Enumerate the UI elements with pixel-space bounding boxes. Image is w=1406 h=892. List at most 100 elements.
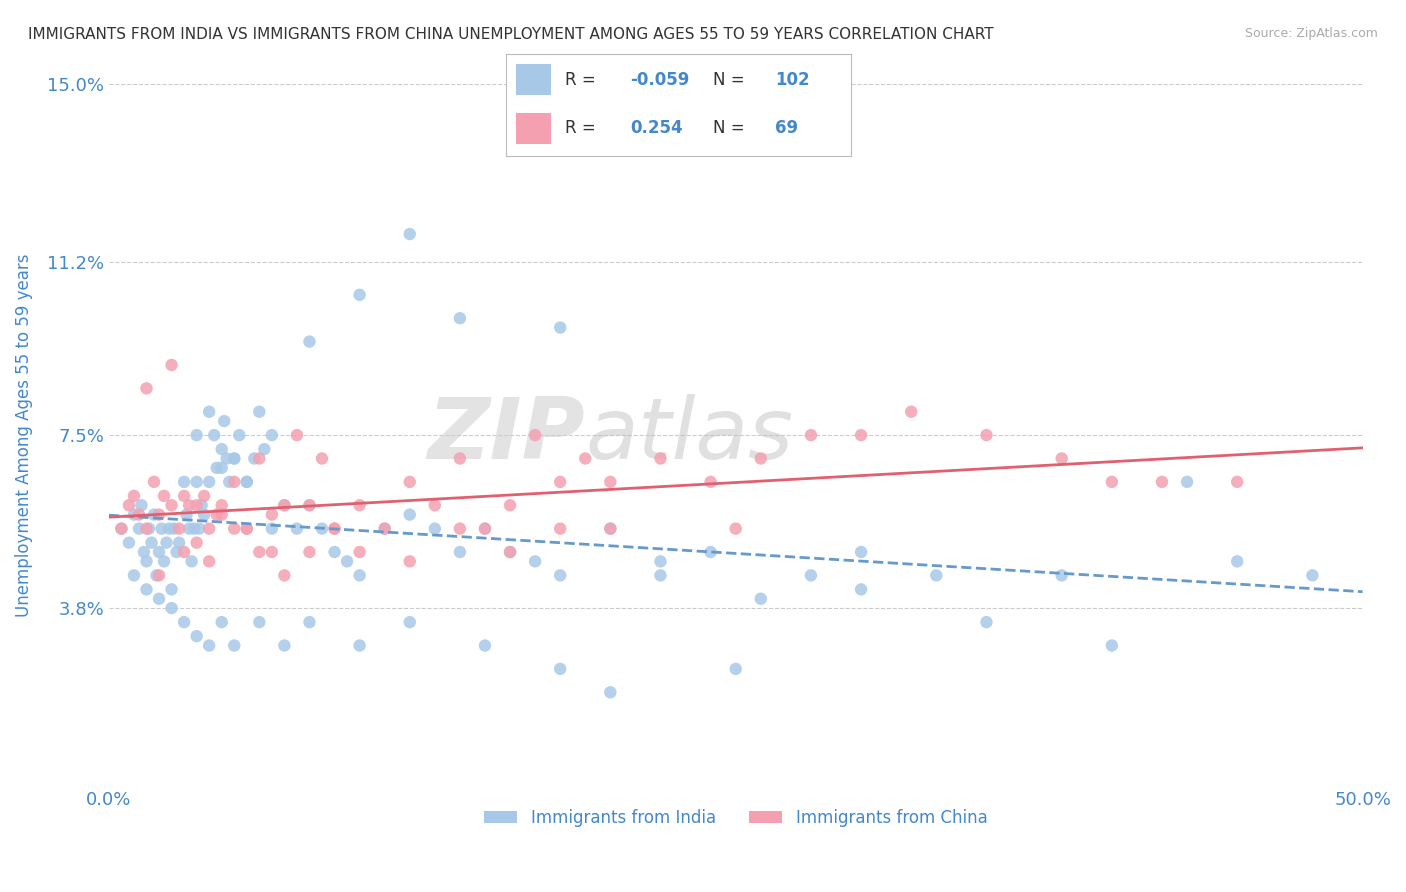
Point (273, 498, 295, 512)
Point (336, 554, 359, 568)
Point (398, 475, 420, 489)
Point (131, 498, 153, 512)
Point (976, 615, 998, 629)
Point (449, 451, 471, 466)
Point (135, 381, 157, 395)
Text: N =: N = (713, 120, 749, 137)
Point (749, 451, 772, 466)
Point (173, 489, 195, 503)
Point (198, 554, 221, 568)
Text: IMMIGRANTS FROM INDIA VS IMMIGRANTS FROM CHINA UNEMPLOYMENT AMONG AGES 55 TO 59 : IMMIGRANTS FROM INDIA VS IMMIGRANTS FROM… (28, 27, 994, 42)
Point (349, 498, 371, 512)
Point (900, 405, 922, 419)
Point (198, 522, 221, 536)
Point (160, 358, 183, 372)
Point (298, 498, 321, 512)
Point (548, 320, 571, 334)
Point (311, 522, 333, 536)
Point (1101, 475, 1123, 489)
Point (198, 475, 221, 489)
Point (650, 451, 672, 466)
Point (298, 615, 321, 629)
Point (1050, 451, 1073, 466)
Point (228, 428, 250, 442)
Point (176, 508, 198, 522)
Point (160, 582, 183, 597)
Point (260, 508, 283, 522)
Point (128, 522, 150, 536)
Point (800, 428, 823, 442)
Point (524, 554, 547, 568)
Point (193, 489, 215, 503)
Point (349, 545, 371, 559)
Point (148, 591, 170, 606)
Text: 69: 69 (775, 120, 799, 137)
Point (110, 522, 132, 536)
Point (849, 545, 872, 559)
Point (273, 639, 295, 653)
Point (548, 662, 571, 676)
Point (166, 545, 188, 559)
Point (925, 568, 948, 582)
Point (247, 615, 270, 629)
Point (132, 545, 155, 559)
Point (118, 535, 141, 549)
Point (186, 475, 208, 489)
Point (323, 545, 346, 559)
Point (548, 568, 571, 582)
Point (135, 582, 157, 597)
Point (153, 489, 176, 503)
Point (218, 475, 240, 489)
Point (141, 535, 163, 549)
Point (323, 522, 346, 536)
Point (211, 615, 233, 629)
Point (202, 428, 225, 442)
Point (243, 451, 266, 466)
Text: 102: 102 (775, 71, 810, 89)
Point (253, 442, 276, 457)
Point (285, 428, 308, 442)
Point (285, 522, 308, 536)
Point (298, 545, 321, 559)
Point (173, 475, 195, 489)
Point (215, 451, 238, 466)
Point (135, 554, 157, 568)
Text: ZIP: ZIP (427, 393, 585, 476)
Point (179, 522, 201, 536)
Point (190, 498, 212, 512)
Point (122, 568, 145, 582)
Point (122, 508, 145, 522)
Point (548, 522, 571, 536)
Point (1226, 554, 1249, 568)
Point (247, 405, 270, 419)
Point (374, 522, 396, 536)
Point (236, 475, 259, 489)
Point (599, 475, 621, 489)
Point (650, 568, 672, 582)
Text: atlas: atlas (585, 393, 793, 476)
Point (650, 554, 672, 568)
Point (398, 615, 420, 629)
Point (153, 554, 176, 568)
Point (211, 460, 233, 475)
Point (160, 601, 183, 615)
Point (188, 522, 211, 536)
Point (167, 535, 190, 549)
Point (298, 498, 321, 512)
Point (449, 311, 471, 326)
Point (800, 568, 823, 582)
Point (349, 639, 371, 653)
Point (145, 568, 167, 582)
Point (423, 522, 446, 536)
Point (173, 545, 195, 559)
Point (186, 629, 208, 643)
Point (260, 428, 283, 442)
Point (1150, 475, 1173, 489)
Point (247, 451, 270, 466)
Legend: Immigrants from India, Immigrants from China: Immigrants from India, Immigrants from C… (477, 802, 994, 833)
Point (260, 545, 283, 559)
Point (273, 498, 295, 512)
Point (157, 522, 180, 536)
Text: R =: R = (565, 120, 600, 137)
Text: R =: R = (565, 71, 600, 89)
